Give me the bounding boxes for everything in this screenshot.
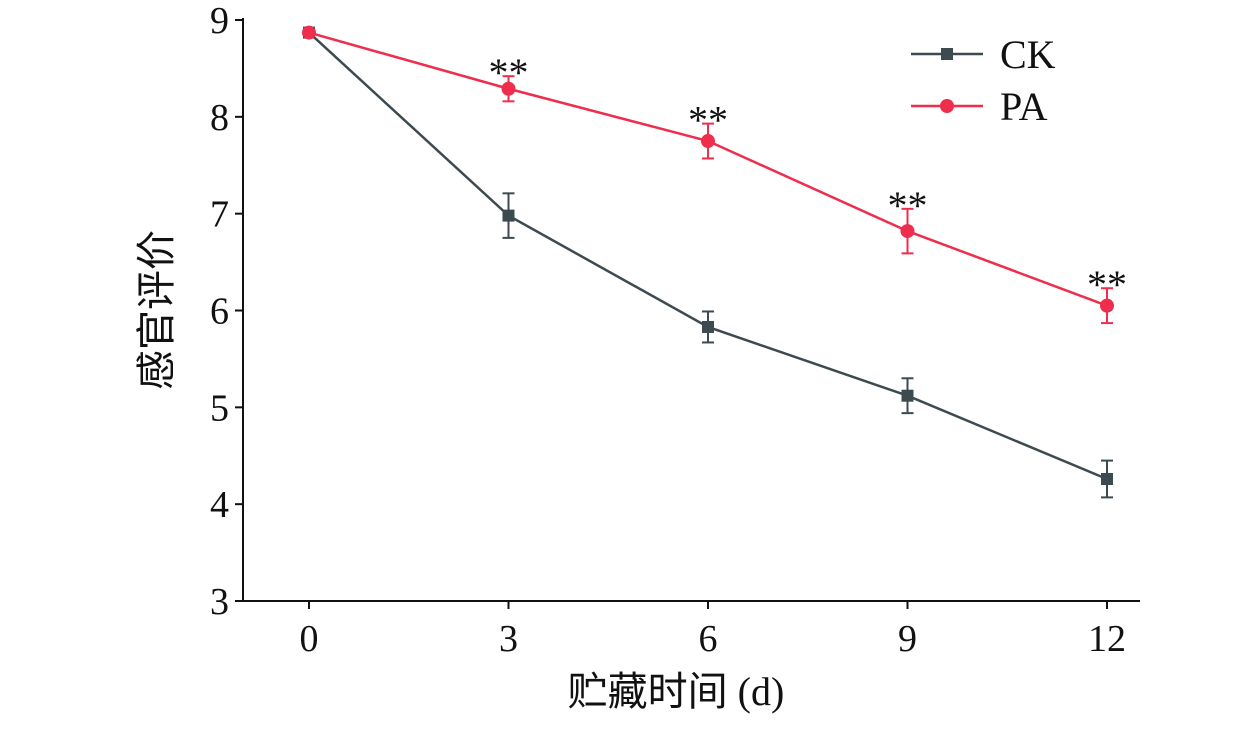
data-point-ck (1101, 472, 1113, 485)
x-tick-label: 12 (1088, 618, 1126, 660)
x-tick-label: 9 (898, 618, 917, 660)
data-point-ck (502, 209, 515, 222)
data-point-pa (302, 25, 316, 40)
legend-label-pa: PA (1000, 84, 1048, 129)
legend: CK PA (911, 32, 1056, 129)
data-point-pa (1100, 298, 1114, 313)
y-tick-label: 6 (210, 291, 229, 333)
x-tick-label: 3 (499, 618, 518, 660)
x-tick-label: 6 (699, 618, 718, 660)
significance-marker: ** (888, 183, 928, 228)
data-point-ck (901, 389, 914, 402)
x-axis-label: 贮藏时间 (d) (568, 669, 785, 714)
significance-marker: ** (489, 50, 529, 95)
y-tick-label: 7 (210, 194, 229, 236)
y-tick-label: 9 (210, 0, 229, 42)
legend-marker-pa (940, 99, 954, 113)
data-point-pa (501, 81, 516, 96)
legend-label-ck: CK (1000, 32, 1056, 77)
y-tick-label: 5 (210, 387, 229, 429)
significance-marker: ** (688, 98, 728, 143)
y-tick-label: 8 (210, 97, 229, 139)
significance-marker: ** (1087, 262, 1127, 307)
y-tick-label: 4 (210, 484, 229, 526)
data-point-pa (900, 224, 915, 239)
data-point-pa (701, 134, 715, 149)
y-axis-label: 感官评价 (134, 230, 179, 390)
series-line-pa (308, 31, 1108, 307)
x-tick-label: 0 (300, 618, 319, 660)
legend-marker-ck (941, 48, 953, 60)
data-point-ck (702, 320, 714, 333)
y-tick-label: 3 (210, 581, 229, 623)
